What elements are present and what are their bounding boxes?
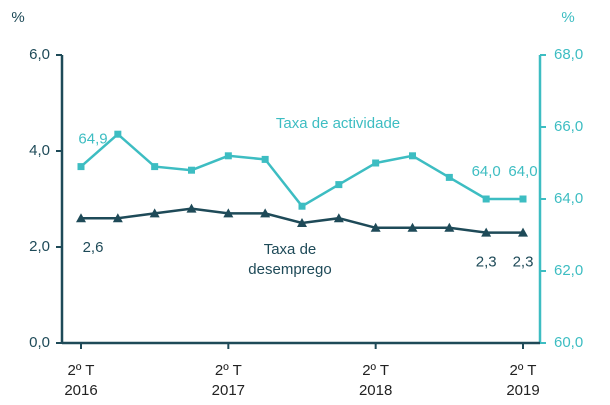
data-label: 64,0 [508,163,537,180]
y-tick-label: 6,0 [29,46,50,63]
marker [482,195,490,203]
series-name: Taxa de desemprego [248,241,331,278]
marker [518,227,528,237]
x-tick-label: 2º T 2017 [212,362,245,399]
y2-tick-label: 64,0 [554,190,583,207]
x-tick-label: 2º T 2016 [64,362,97,399]
y2-tick-label: 62,0 [554,262,583,279]
marker [333,213,344,223]
marker [77,163,85,171]
y-axis-label: % [11,9,24,26]
data-label: 2,3 [476,254,497,271]
marker [224,152,232,160]
marker [188,166,195,174]
series-line [80,132,523,208]
marker [298,202,306,210]
marker [76,213,86,223]
x-tick-label: 2º T 2018 [359,362,392,399]
x-tick-label: 2º T 2019 [506,362,539,399]
series-name: Taxa de actividade [276,115,400,132]
marker [112,213,123,223]
marker [372,159,380,167]
marker [445,173,453,181]
marker [151,163,159,171]
marker [409,152,416,160]
marker [223,208,234,218]
y-tick-label: 0,0 [29,334,50,351]
y2-tick-label: 66,0 [554,118,583,135]
marker [519,195,527,203]
y-tick-label: 2,0 [29,238,50,255]
marker [335,181,343,189]
marker [149,208,160,218]
marker [260,208,271,218]
marker [481,227,492,237]
marker [114,130,122,138]
marker [407,222,418,232]
data-label: 2,3 [513,254,534,271]
data-label: 64,9 [78,131,107,148]
marker [297,218,307,227]
marker [370,222,381,232]
marker [186,203,197,213]
data-label: 64,0 [472,163,501,180]
marker [444,222,455,232]
data-label: 2,6 [83,239,104,256]
y2-tick-label: 60,0 [554,334,583,351]
marker [261,155,269,163]
y2-axis-label: % [561,9,574,26]
y-tick-label: 4,0 [29,142,50,159]
y2-tick-label: 68,0 [554,46,583,63]
